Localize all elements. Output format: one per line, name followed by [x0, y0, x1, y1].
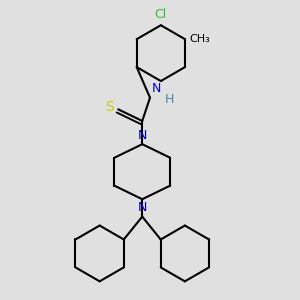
Text: Cl: Cl	[155, 8, 167, 21]
Text: S: S	[105, 100, 114, 114]
Text: CH₃: CH₃	[190, 34, 210, 44]
Text: N: N	[138, 201, 147, 214]
Text: N: N	[138, 129, 147, 142]
Text: H: H	[165, 93, 174, 106]
Text: N: N	[152, 82, 161, 94]
